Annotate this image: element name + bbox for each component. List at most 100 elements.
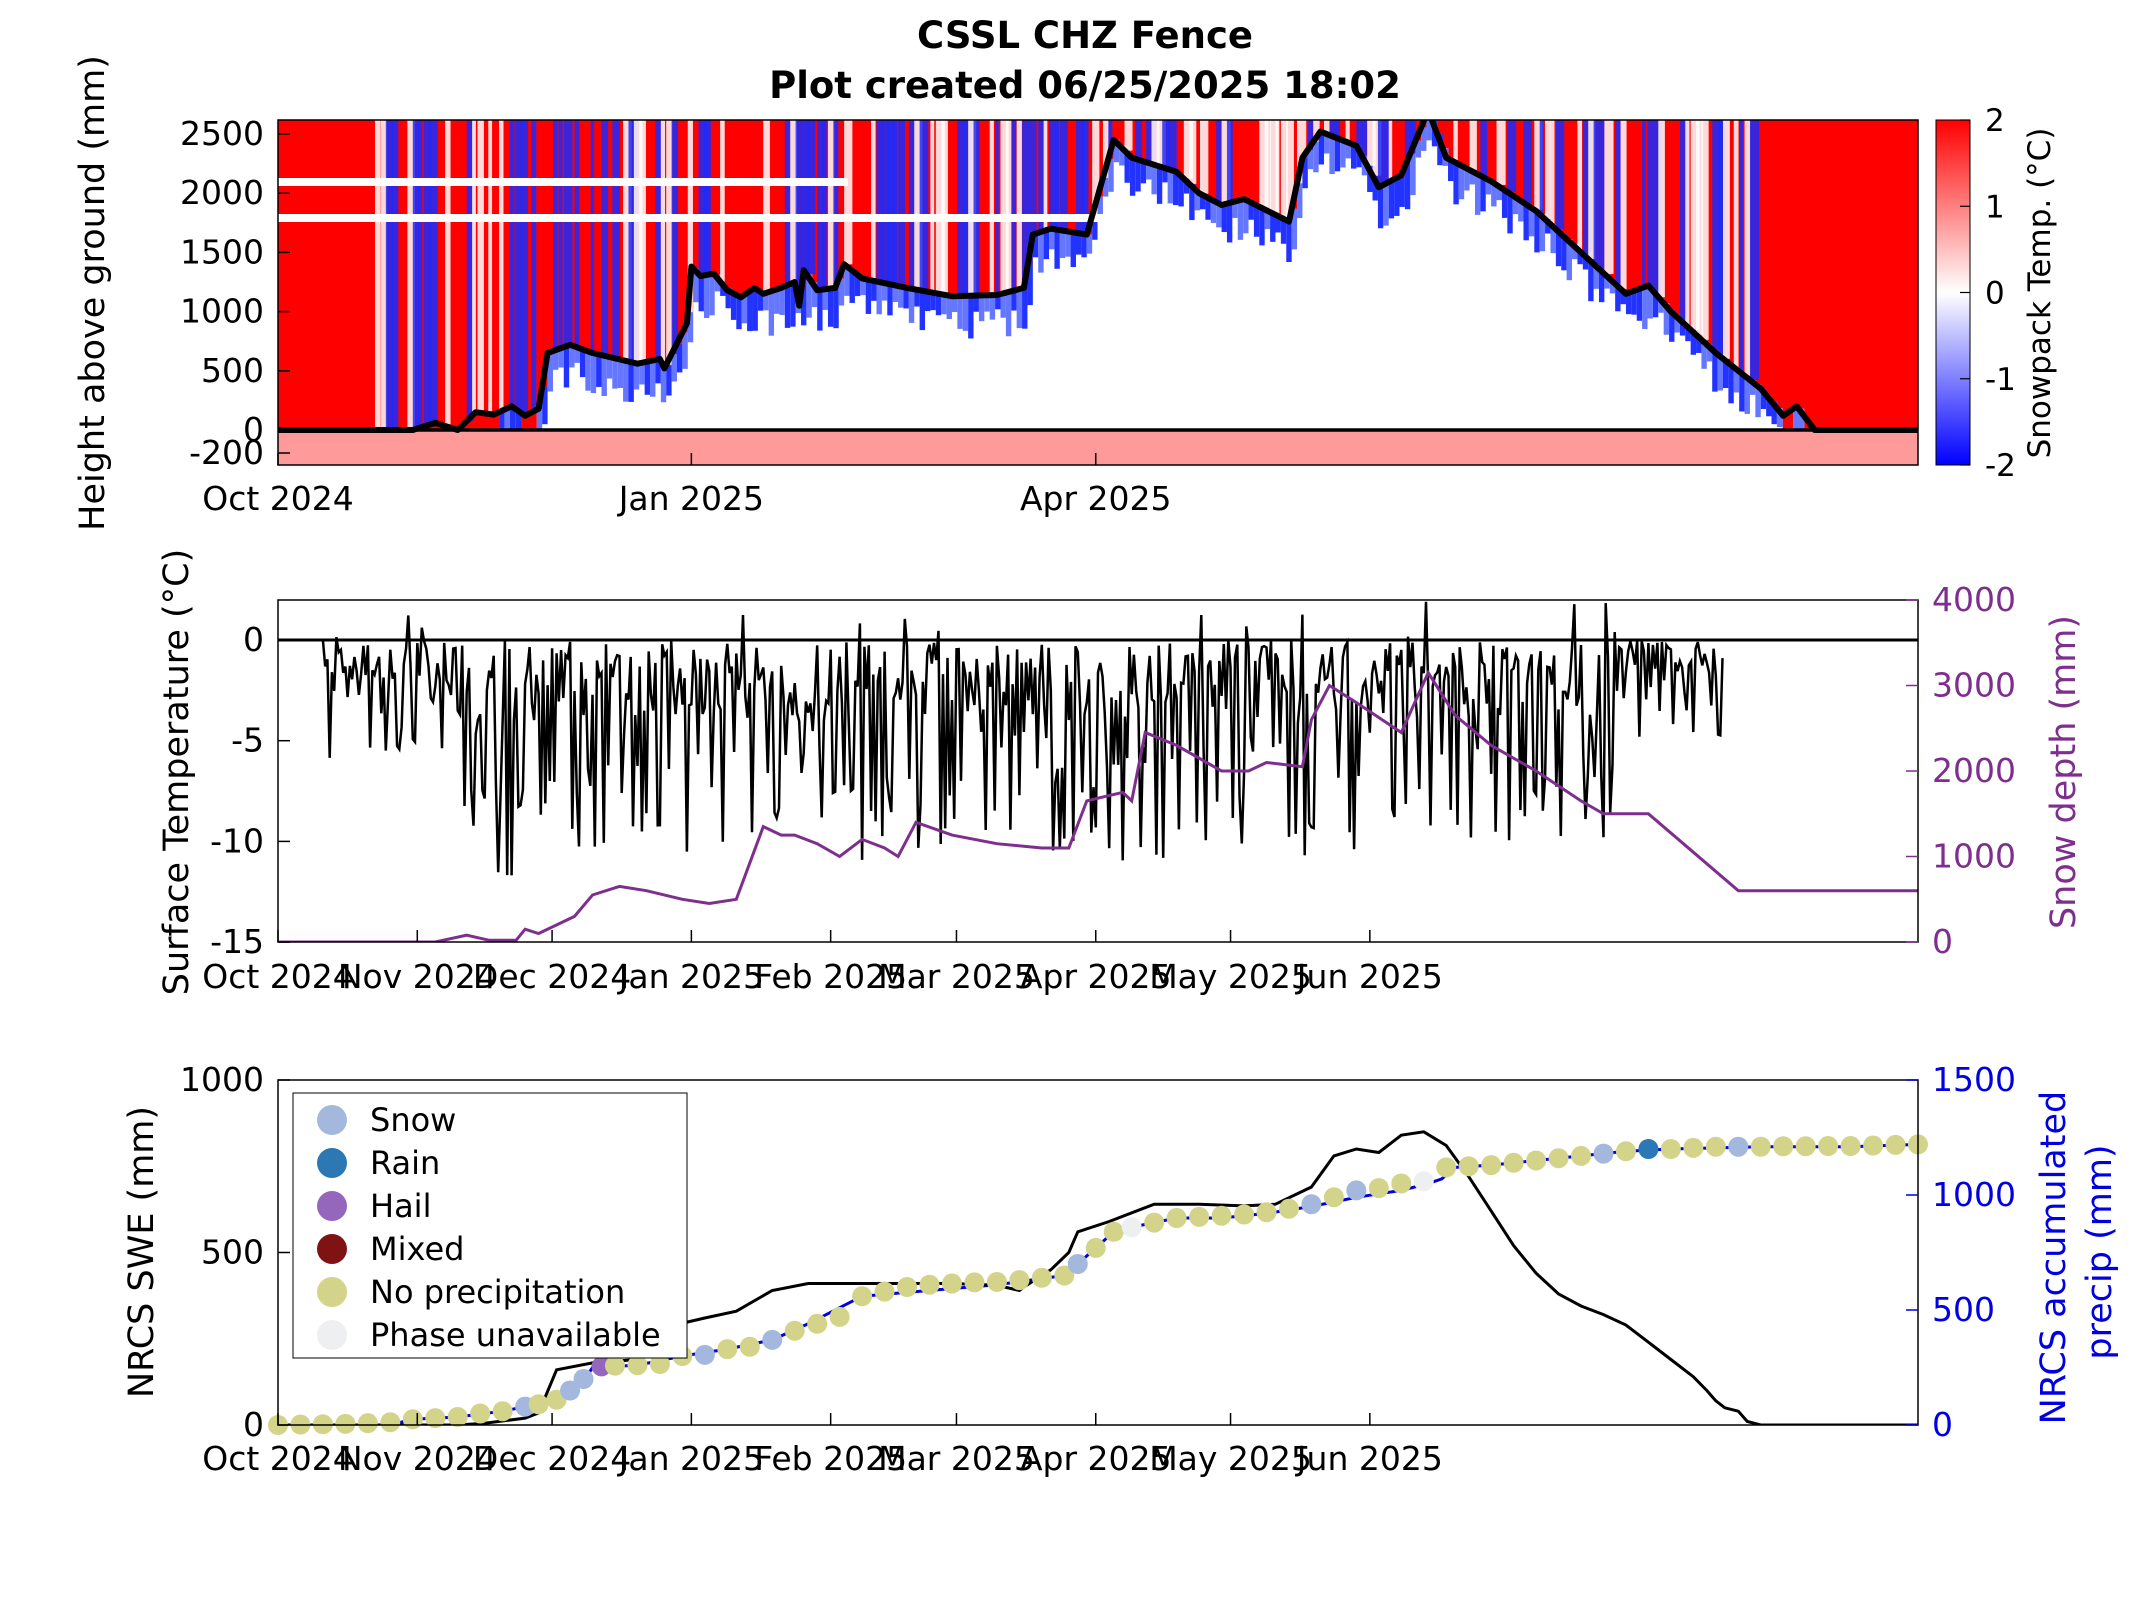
snowpack-cell — [1399, 176, 1406, 430]
cold-cell — [1243, 199, 1249, 234]
snowpack-cell — [1329, 135, 1336, 430]
cold-cell — [1798, 408, 1805, 430]
air-cell — [1226, 120, 1233, 204]
snowpack-cell — [801, 291, 807, 430]
missing-row — [278, 214, 1108, 222]
temperature-xtick-label: Jan 2025 — [617, 957, 764, 996]
snowpack-cell — [962, 295, 969, 430]
cold-cell — [946, 295, 953, 319]
cold-cell — [763, 293, 770, 311]
colorbar-tick-label: 1 — [1985, 189, 2005, 225]
air-cell — [1108, 120, 1113, 159]
cold-cell — [1297, 183, 1303, 219]
precip-phase-dot — [1323, 1187, 1344, 1208]
air-cell — [1162, 120, 1170, 168]
cold-cell — [1372, 175, 1379, 201]
snowpack-cell — [730, 292, 737, 430]
legend-marker — [317, 1234, 347, 1264]
air-cell — [1075, 120, 1085, 233]
cold-cell — [1404, 166, 1411, 210]
precip-phase-dot — [380, 1412, 401, 1433]
snowpack-cell — [1431, 120, 1438, 431]
cold-cell — [752, 289, 759, 331]
snowpack-cell — [579, 348, 586, 430]
cold-cell — [827, 288, 834, 327]
cold-cell — [844, 264, 850, 296]
air-cell — [1453, 120, 1458, 162]
snowpack-cell — [1588, 259, 1594, 430]
cold-cell — [822, 289, 829, 310]
cold-cell — [1625, 293, 1632, 315]
cold-cell — [1383, 184, 1390, 226]
air-cell — [1124, 120, 1133, 151]
snowpack-cell — [774, 290, 780, 430]
cold-cell — [784, 286, 791, 328]
snowpack-cell — [957, 296, 964, 430]
cold-cell — [1512, 195, 1519, 215]
cold-cell — [1480, 175, 1487, 212]
snowpack-cell — [1173, 170, 1179, 431]
cold-cell — [1674, 314, 1681, 333]
cold-cell — [1776, 408, 1783, 428]
snowpack-cell — [811, 282, 818, 430]
snow-depth-ytick-label: 1000 — [1932, 837, 2016, 876]
air-cell — [1000, 120, 1009, 295]
cold-cell — [768, 292, 775, 336]
temperature-ytick-label: -15 — [210, 922, 264, 961]
precip-phase-dot — [649, 1354, 670, 1375]
snowpack-cell — [968, 295, 974, 430]
temperature-xtick-label: Dec 2024 — [473, 957, 631, 996]
precip-phase-dot — [1121, 1217, 1142, 1238]
air-cell — [1286, 120, 1294, 221]
cold-cell — [596, 353, 602, 387]
air-cell — [822, 120, 827, 290]
precip-phase-dot — [1054, 1265, 1075, 1286]
cold-cell — [914, 289, 921, 307]
cold-cell — [1000, 294, 1007, 318]
snowpack-cell — [1706, 344, 1713, 430]
precip-phase-dot — [1346, 1180, 1367, 1201]
snowpack-cell — [1485, 178, 1492, 430]
air-cell — [1577, 120, 1583, 250]
cold-cell — [757, 290, 764, 311]
snow-depth-line — [278, 120, 1918, 433]
air-cell — [1652, 120, 1662, 291]
cold-cell — [833, 288, 840, 329]
air-cell — [601, 120, 609, 356]
air-cell — [1259, 120, 1269, 207]
snowpack-cell — [747, 292, 753, 430]
cold-cell — [838, 278, 845, 306]
snowpack-cell — [1690, 329, 1697, 430]
snowpack-cell — [1598, 268, 1605, 430]
snowpack-cell — [1426, 120, 1433, 431]
air-cell — [1183, 120, 1193, 179]
cold-cell — [1652, 290, 1659, 318]
cold-cell — [1350, 143, 1357, 169]
precip-phase-dot — [1067, 1254, 1088, 1274]
cold-cell — [1318, 134, 1325, 165]
cold-cell — [1523, 202, 1530, 241]
precip-phase-dot — [1031, 1267, 1052, 1288]
temperature-xtick-label: Feb 2025 — [754, 957, 907, 996]
figure-title: CSSL CHZ Fence — [917, 14, 1253, 57]
precip-phase-dot — [807, 1313, 828, 1334]
cold-cell — [1102, 177, 1109, 197]
air-cell — [892, 120, 898, 285]
cold-cell — [1216, 202, 1222, 228]
snowpack-cell — [1652, 290, 1659, 430]
snowpack-cell — [1421, 127, 1427, 430]
snowpack-cell — [941, 294, 947, 430]
cold-cell — [1108, 158, 1115, 192]
air-cell — [623, 120, 632, 361]
snowpack-cell — [1054, 229, 1061, 430]
snowpack-cell — [827, 288, 834, 430]
air-cell — [1092, 120, 1100, 216]
snowpack-cell — [1593, 264, 1600, 430]
snowpack-cell — [1140, 160, 1147, 430]
air-cell — [590, 120, 595, 353]
precip-phase-dot — [1593, 1143, 1614, 1164]
nrcs-xtick-label: Jun 2025 — [1295, 1439, 1443, 1478]
heatmap-ytick-label: 2000 — [180, 173, 264, 212]
cold-cell — [1173, 170, 1179, 206]
nrcs-xtick-label: Nov 2024 — [338, 1439, 497, 1478]
